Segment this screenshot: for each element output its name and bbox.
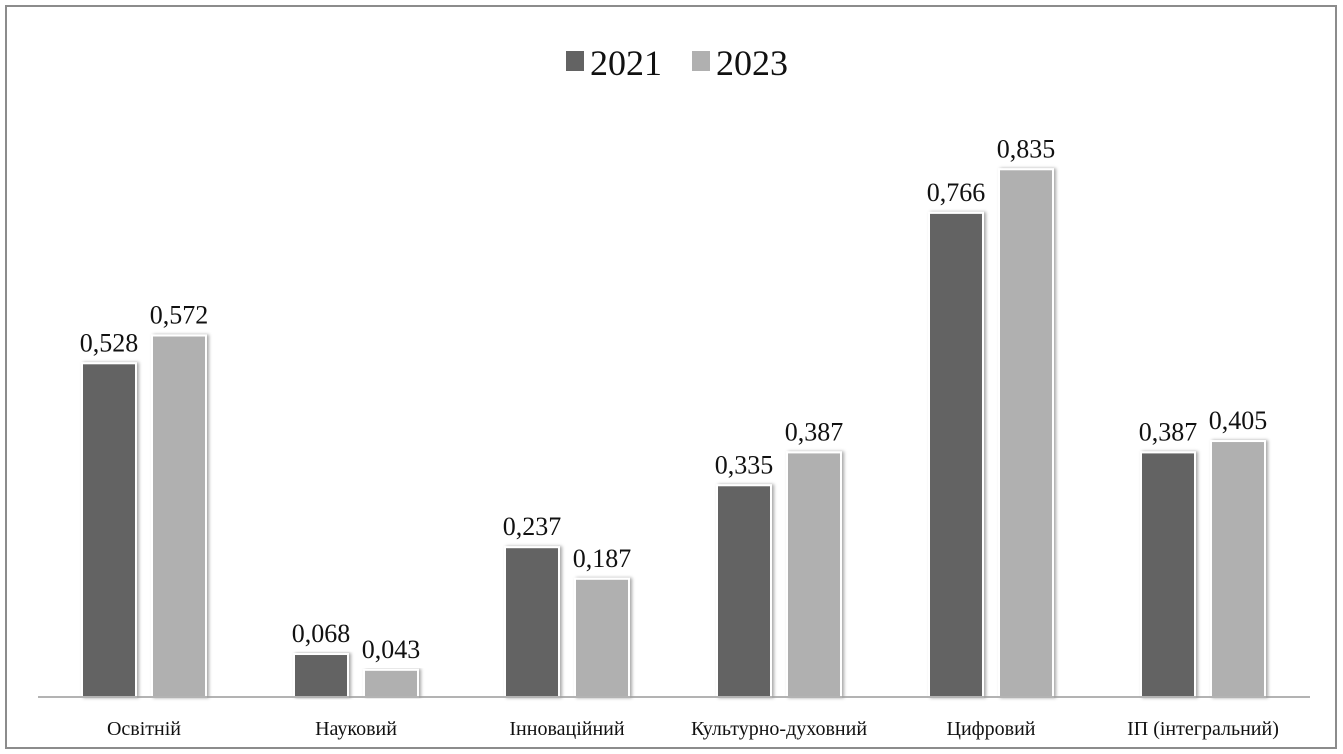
legend-label-2021: 2021 xyxy=(590,43,662,83)
bar-2021-5 xyxy=(1140,451,1196,698)
bar-2023-1 xyxy=(363,668,419,698)
category-label-3: Культурно-духовний xyxy=(691,718,867,740)
bar-2023-3 xyxy=(786,451,842,698)
bar-2021-3 xyxy=(716,484,772,698)
bar-2021-1 xyxy=(293,653,349,698)
bar-2023-4 xyxy=(998,168,1054,698)
bar-2021-0 xyxy=(81,362,137,698)
bar-2021-2 xyxy=(504,546,560,698)
data-label-2021-1: 0,068 xyxy=(292,619,351,648)
category-label-5: ІП (інтегральний) xyxy=(1127,718,1279,740)
data-label-2023-1: 0,043 xyxy=(362,635,421,664)
data-label-2023-2: 0,187 xyxy=(573,544,632,573)
legend-swatch-2021 xyxy=(566,51,584,71)
category-label-1: Науковий xyxy=(315,718,397,740)
data-label-2023-3: 0,387 xyxy=(785,417,844,446)
data-label-2023-4: 0,835 xyxy=(997,134,1056,163)
data-label-2021-2: 0,237 xyxy=(503,512,562,541)
chart-frame xyxy=(5,5,1337,749)
data-label-2021-3: 0,335 xyxy=(715,450,774,479)
bar-2023-5 xyxy=(1210,440,1266,699)
data-label-2023-5: 0,405 xyxy=(1209,406,1268,435)
bar-2021-4 xyxy=(928,211,984,698)
data-label-2021-5: 0,387 xyxy=(1139,417,1198,446)
category-label-4: Цифровий xyxy=(947,718,1036,740)
legend-label-2023: 2023 xyxy=(716,43,788,83)
data-label-2021-0: 0,528 xyxy=(80,328,139,357)
category-label-0: Освітній xyxy=(107,718,181,740)
bar-2023-2 xyxy=(574,577,630,698)
data-label-2023-0: 0,572 xyxy=(150,300,209,329)
category-label-2: Інноваційний xyxy=(509,718,624,740)
legend: 2021 2023 xyxy=(566,43,788,83)
data-labels-group: 0,528 0,572 0,068 0,043 0,237 0,187 0,335 0,387… xyxy=(80,134,1268,664)
bar-2023-0 xyxy=(151,334,207,698)
bars-group xyxy=(81,168,1266,699)
legend-swatch-2023 xyxy=(692,51,710,71)
data-label-2021-4: 0,766 xyxy=(927,178,986,207)
category-labels-group: Освітній Науковий Інноваційний Культурно-ду… xyxy=(107,718,1279,740)
